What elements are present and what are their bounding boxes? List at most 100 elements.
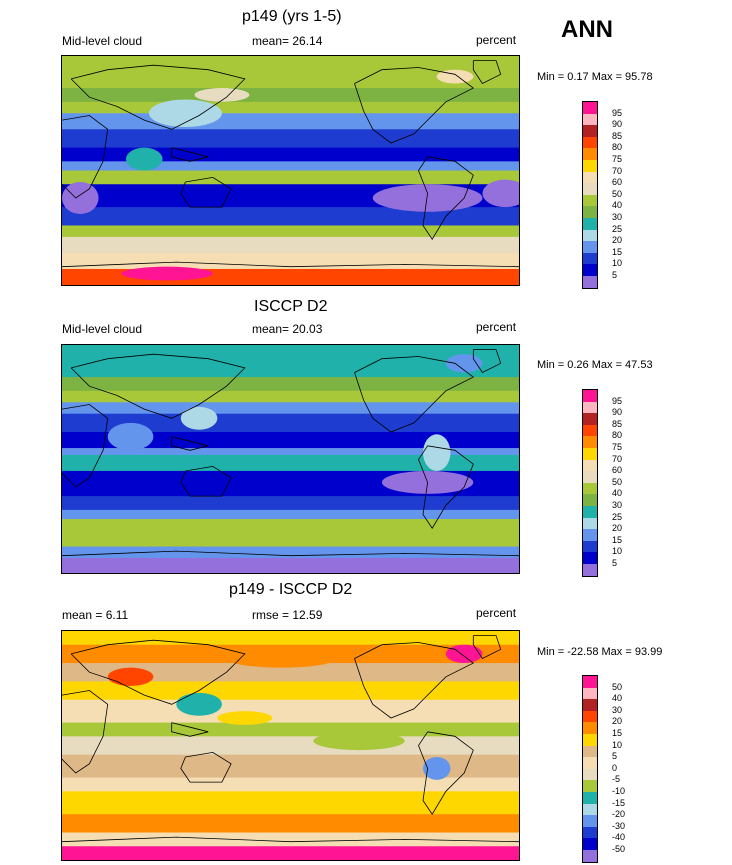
panel1-left-label: Mid-level cloud — [62, 34, 143, 48]
coastline — [472, 349, 502, 374]
colorbar-label: 70 — [612, 165, 623, 176]
panel3-rmse-label: rmse = 12.59 — [252, 608, 323, 622]
colorbar-swatch — [583, 552, 597, 564]
panel1-unit-label: percent — [476, 33, 517, 47]
colorbar-swatch — [583, 733, 597, 746]
panel3-title: p149 - ISCCP D2 — [229, 581, 353, 598]
panel1-map — [61, 55, 520, 286]
colorbar-label: 90 — [612, 407, 623, 418]
map-feature — [121, 266, 213, 281]
colorbar-label: -20 — [612, 809, 626, 820]
colorbar-swatch — [583, 826, 597, 839]
map-feature — [148, 99, 222, 127]
coastline — [472, 635, 502, 660]
colorbar-label: -30 — [612, 820, 626, 831]
panel1-colorbar: 95 90 85 80 75 70 60 50 40 30 25 20 15 10 5 — [582, 101, 622, 289]
panel2-map — [61, 344, 520, 574]
colorbar-swatch — [583, 710, 597, 723]
map-feature — [436, 69, 474, 84]
colorbar-swatch — [583, 699, 597, 711]
colorbar-swatch — [583, 838, 597, 850]
colorbar-swatch — [583, 136, 597, 149]
colorbar-swatch — [583, 471, 597, 483]
colorbar-swatch — [583, 241, 597, 253]
coastline — [418, 156, 474, 240]
map-feature — [176, 692, 222, 716]
coastline — [62, 115, 109, 199]
map-band — [62, 236, 519, 254]
panel2-unit-label: percent — [476, 320, 517, 334]
panel2-minmax: Min = 0.26 Max = 47.53 — [537, 359, 653, 371]
colorbar-swatch — [583, 815, 597, 827]
coastline — [70, 353, 246, 419]
panel2-title: ISCCP D2 — [254, 298, 328, 315]
colorbar-label: 30 — [612, 500, 623, 510]
coastline — [171, 436, 209, 451]
colorbar-swatch — [583, 722, 597, 734]
colorbar-swatch — [583, 171, 597, 184]
colorbar-label: 5 — [612, 558, 618, 568]
coastline — [354, 642, 475, 719]
map-band — [62, 846, 519, 860]
map-band — [62, 402, 519, 415]
coastline — [171, 147, 209, 162]
map-feature — [62, 181, 99, 215]
colorbar-swatch — [583, 803, 597, 816]
colorbar-swatch — [583, 264, 597, 276]
map-band — [62, 161, 519, 171]
colorbar-label: 20 — [612, 523, 623, 534]
coastline — [70, 639, 246, 705]
colorbar-swatch — [583, 540, 597, 553]
colorbar-swatch — [583, 275, 597, 288]
map-band — [62, 519, 519, 548]
colorbar-swatch — [583, 183, 597, 195]
map-band — [62, 88, 519, 103]
colorbar-label: -50 — [612, 844, 626, 854]
map-band — [62, 791, 519, 815]
panel3-colorbar: 50 40 30 20 15 10 5 0 -5 -10 -15 -20 -30 -40 -50 — [582, 675, 625, 863]
colorbar-swatch — [583, 229, 597, 242]
map-band — [62, 454, 519, 472]
map-band — [62, 252, 519, 270]
map-band — [62, 509, 519, 520]
colorbar-label: 90 — [612, 119, 623, 130]
colorbar-swatch — [583, 447, 597, 460]
colorbar-swatch — [583, 459, 597, 472]
panel2-mean-label: mean= 20.03 — [252, 322, 323, 336]
colorbar-swatch — [583, 148, 597, 160]
coastline — [62, 404, 109, 488]
coastline — [180, 751, 232, 783]
panel1-title: p149 (yrs 1-5) — [242, 8, 342, 25]
colorbar-swatch — [583, 768, 597, 781]
colorbar-label: -40 — [612, 832, 626, 843]
colorbar-swatches — [582, 101, 598, 289]
map-band — [62, 390, 519, 403]
colorbar-label: 25 — [612, 223, 623, 234]
colorbar-swatch — [583, 401, 597, 414]
panel3-mean-label: mean = 6.11 — [62, 608, 129, 622]
colorbar-swatch — [583, 529, 597, 541]
colorbar-swatch — [583, 125, 597, 137]
colorbar-swatch — [583, 494, 597, 506]
coastline — [180, 176, 232, 208]
map-band — [62, 546, 519, 559]
map-feature — [107, 667, 154, 686]
colorbar-swatch — [583, 424, 597, 437]
map-band — [62, 129, 519, 149]
map-feature — [107, 422, 154, 451]
colorbar-label: 80 — [612, 142, 623, 153]
coastline — [472, 60, 502, 85]
colorbar-label: 60 — [612, 177, 623, 188]
colorbar-label: 40 — [612, 200, 623, 211]
map-band — [62, 225, 519, 238]
colorbar-swatch — [583, 113, 597, 126]
panel2-colorbar: 95 90 85 80 75 70 60 50 40 30 25 20 15 10 5 — [582, 389, 622, 577]
map-field — [62, 56, 519, 285]
coastline — [418, 731, 474, 815]
map-feature — [125, 147, 163, 171]
colorbar-label: 50 — [612, 188, 623, 199]
map-field — [62, 631, 519, 860]
map-band — [62, 681, 519, 701]
colorbar-swatch — [583, 436, 597, 448]
map-feature — [226, 649, 337, 668]
